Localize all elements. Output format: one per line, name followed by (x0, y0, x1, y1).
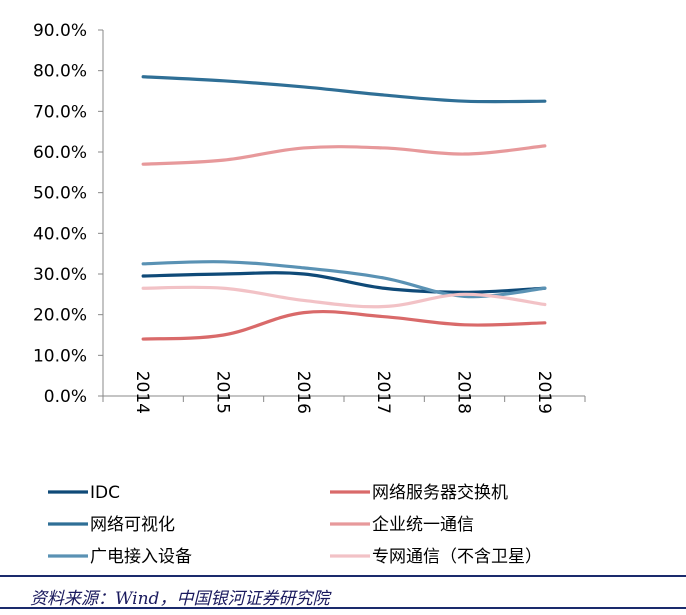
x-axis: 2014 2015 2016 2017 2018 2019 (102, 371, 586, 414)
series-line-5 (141, 285, 547, 309)
legend-label: 网络服务器交换机 (372, 483, 508, 503)
y-axis: 0.0% 10.0% 20.0% 30.0% 40.0% 50.0% 60.0% 70.0% 8… (33, 21, 104, 407)
y-tick-label: 90.0% (33, 21, 87, 41)
series-line-4 (141, 260, 547, 299)
series-line-2 (141, 75, 547, 104)
x-tick-label: 2015 (213, 371, 233, 414)
x-tick-label: 2017 (373, 371, 393, 414)
legend-label: 网络可视化 (90, 515, 175, 535)
y-tick-label: 50.0% (33, 184, 87, 204)
x-tick-label: 2014 (132, 371, 152, 414)
bottom-divider (0, 607, 686, 609)
y-tick-label: 30.0% (33, 265, 87, 285)
x-tick-label: 2019 (534, 371, 554, 414)
x-tick-label: 2018 (454, 371, 474, 414)
y-tick-label: 10.0% (33, 346, 87, 366)
top-divider (0, 575, 686, 577)
x-tick-label: 2016 (293, 371, 313, 414)
legend-label: IDC (90, 483, 120, 503)
y-tick-label: 40.0% (33, 224, 87, 244)
y-tick-label: 0.0% (44, 387, 87, 407)
y-tick-label: 60.0% (33, 143, 87, 163)
legend-label: 企业统一通信 (372, 515, 474, 535)
legend-label: 广电接入设备 (90, 547, 192, 567)
y-tick-label: 20.0% (33, 306, 87, 326)
y-tick-label: 70.0% (33, 102, 87, 122)
source-note: 资料来源：Wind，中国银河证券研究院 (30, 589, 330, 609)
series-line-0 (141, 271, 547, 294)
y-tick-label: 80.0% (33, 62, 87, 82)
series-line-3 (141, 144, 547, 166)
series-lines (141, 75, 547, 341)
series-line-1 (141, 309, 547, 341)
legend-label: 专网通信（不含卫星） (372, 547, 542, 567)
